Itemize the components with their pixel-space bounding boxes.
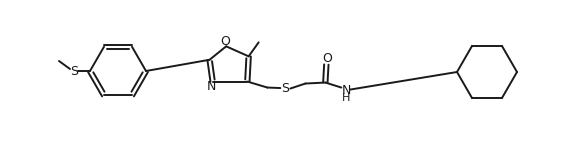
Text: H: H	[342, 93, 350, 103]
Text: N: N	[207, 80, 217, 93]
Text: O: O	[323, 52, 332, 65]
Text: S: S	[281, 82, 289, 95]
Text: S: S	[70, 64, 78, 78]
Text: N: N	[342, 84, 351, 97]
Text: O: O	[221, 35, 230, 48]
